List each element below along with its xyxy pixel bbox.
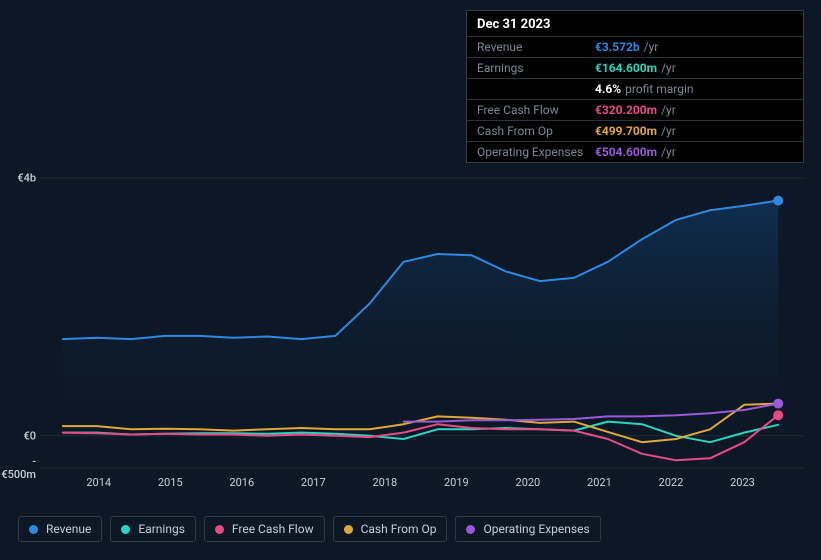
legend-item-revenue[interactable]: Revenue: [18, 516, 102, 542]
y-axis-label: -€500m: [0, 455, 36, 481]
tooltip-value: €164.600m: [595, 61, 657, 75]
tooltip-value: €3.572b: [595, 40, 640, 54]
legend-item-opex[interactable]: Operating Expenses: [455, 516, 600, 542]
tooltip-suffix: /yr: [661, 61, 676, 75]
legend-dot-icon: [344, 525, 353, 534]
tooltip-label: Operating Expenses: [477, 145, 595, 159]
tooltip-suffix: /yr: [644, 40, 659, 54]
tooltip-value: 4.6%: [595, 82, 621, 96]
tooltip-row: Cash From Op€499.700m/yr: [467, 120, 803, 141]
financials-chart[interactable]: [40, 178, 805, 468]
tooltip-label: Revenue: [477, 40, 595, 54]
x-axis: 2014 2015 2016 2017 2018 2019 2020 2021 2022 2023: [40, 476, 805, 492]
x-axis-tick: 2018: [372, 476, 397, 489]
legend-item-earnings[interactable]: Earnings: [110, 516, 196, 542]
series-end-dot: [773, 410, 783, 420]
chart-legend: Revenue Earnings Free Cash Flow Cash From O…: [18, 516, 601, 542]
legend-label: Revenue: [46, 522, 91, 536]
tooltip-value: €499.700m: [595, 124, 657, 138]
tooltip-suffix: /yr: [661, 103, 676, 117]
legend-dot-icon: [215, 525, 224, 534]
x-axis-tick: 2022: [659, 476, 684, 489]
tooltip-row: Free Cash Flow€320.200m/yr: [467, 99, 803, 120]
series-end-dot: [773, 196, 783, 206]
tooltip-row: 4.6% profit margin: [467, 78, 803, 99]
tooltip-label: Earnings: [477, 61, 595, 75]
legend-item-cash_op[interactable]: Cash From Op: [333, 516, 448, 542]
x-axis-tick: 2015: [158, 476, 183, 489]
x-axis-tick: 2016: [229, 476, 254, 489]
x-axis-tick: 2014: [86, 476, 111, 489]
legend-dot-icon: [466, 525, 475, 534]
tooltip-suffix: /yr: [661, 145, 676, 159]
x-axis-tick: 2017: [301, 476, 326, 489]
legend-label: Earnings: [138, 522, 185, 536]
tooltip-label: Free Cash Flow: [477, 103, 595, 117]
tooltip-label: Cash From Op: [477, 124, 595, 138]
tooltip-value: €504.600m: [595, 145, 657, 159]
legend-item-fcf[interactable]: Free Cash Flow: [204, 516, 325, 542]
legend-label: Cash From Op: [361, 522, 437, 536]
x-axis-tick: 2021: [587, 476, 612, 489]
legend-dot-icon: [121, 525, 130, 534]
tooltip-row: Earnings€164.600m/yr: [467, 57, 803, 78]
tooltip-value: €320.200m: [595, 103, 657, 117]
tooltip-suffix: /yr: [661, 124, 676, 138]
y-axis-label: €0: [0, 429, 36, 442]
legend-dot-icon: [29, 525, 38, 534]
tooltip-date: Dec 31 2023: [467, 11, 803, 36]
y-axis-label: €4b: [0, 172, 36, 185]
tooltip-row: Revenue€3.572b/yr: [467, 36, 803, 57]
data-tooltip: Dec 31 2023 Revenue€3.572b/yrEarnings€16…: [466, 10, 804, 163]
legend-label: Free Cash Flow: [232, 522, 314, 536]
tooltip-row: Operating Expenses€504.600m/yr: [467, 141, 803, 162]
x-axis-tick: 2020: [516, 476, 541, 489]
series-end-dot: [773, 399, 783, 409]
legend-label: Operating Expenses: [483, 522, 589, 536]
x-axis-tick: 2019: [444, 476, 469, 489]
tooltip-suffix: profit margin: [625, 82, 693, 96]
x-axis-tick: 2023: [730, 476, 755, 489]
